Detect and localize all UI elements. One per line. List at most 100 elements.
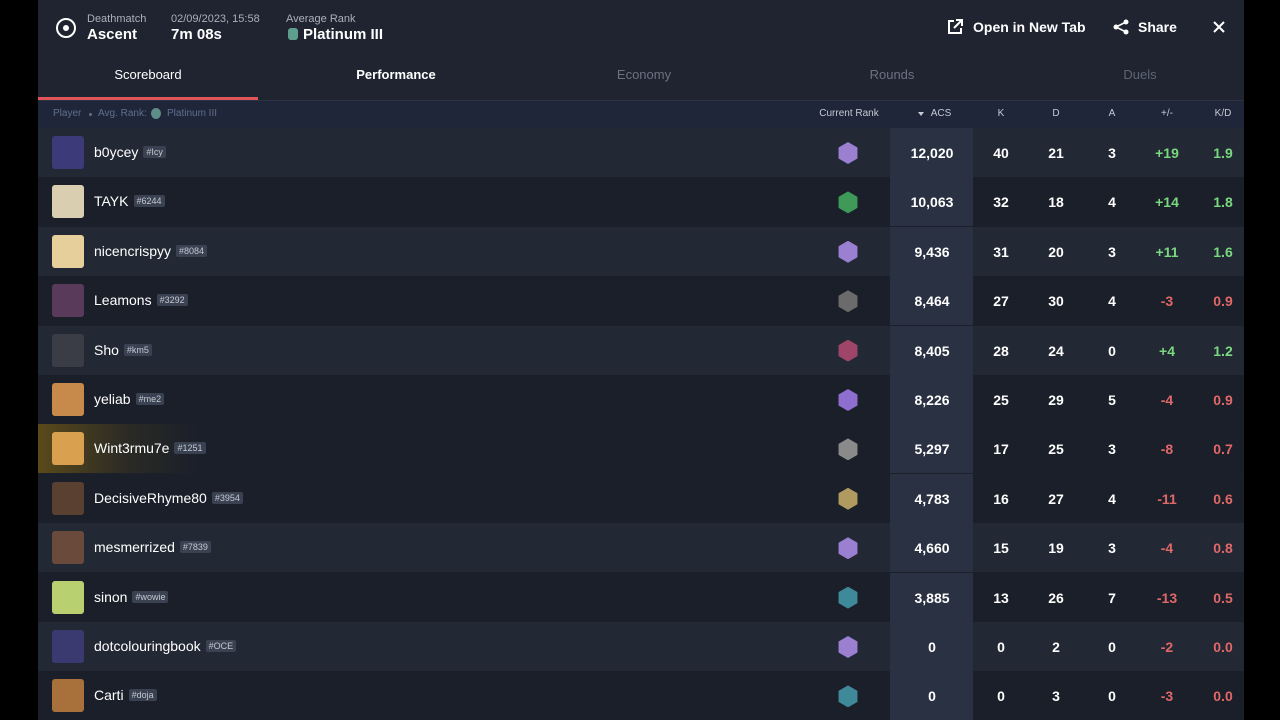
acs-highlight <box>890 572 973 622</box>
acs-value: 12,020 <box>910 145 954 161</box>
player-row[interactable]: sinon #wowie 3,885 13 26 7 -13 0.5 <box>38 572 1244 622</box>
kd-value: 0.5 <box>1213 589 1233 606</box>
acs-value: 9,436 <box>914 243 950 260</box>
scoreboard-panel: Deathmatch Ascent 02/09/2023, 15:58 7m 0… <box>38 0 1244 720</box>
avg-rank-label: Average Rank <box>286 13 356 25</box>
agent-avatar <box>52 136 84 169</box>
name: mesmerrized <box>94 539 175 556</box>
avg-rank-column-label: Avg. Rank: <box>98 108 147 119</box>
rank-icon <box>838 339 858 362</box>
agent-avatar <box>52 630 84 663</box>
player-row[interactable]: DecisiveRhyme80 #3954 4,783 16 27 4 -11 0.6 <box>38 473 1244 523</box>
acs-value: 8,405 <box>914 342 950 359</box>
tab[interactable]: Duels <box>1123 67 1157 82</box>
rank-icon <box>838 240 858 263</box>
player-row[interactable]: nicencrispyy #8084 9,436 31 20 3 +11 1.6 <box>38 226 1244 276</box>
kd-value: 0.6 <box>1213 490 1233 507</box>
d-value: 21 <box>1048 145 1064 161</box>
k-value: 0 <box>997 688 1005 705</box>
tab[interactable]: Economy <box>616 67 672 82</box>
rank-icon <box>838 438 858 461</box>
kd-value: 1.6 <box>1213 243 1233 260</box>
player-name: Carti #doja <box>94 687 157 703</box>
player-row[interactable]: TAYK #6244 10,063 32 18 4 +14 1.8 <box>38 177 1244 227</box>
d-value: 2 <box>1052 639 1060 655</box>
acs-column[interactable]: ACS <box>930 108 952 119</box>
player-row[interactable]: mesmerrized #7839 4,660 15 19 3 -4 0.8 <box>38 523 1244 573</box>
acs-value: 3,885 <box>914 589 950 606</box>
acs-highlight <box>890 276 973 326</box>
diff-value: -3 <box>1160 688 1174 705</box>
column-header-bar <box>38 101 1244 128</box>
rank-icon <box>838 636 858 658</box>
k-column: K <box>997 108 1005 119</box>
player-tag: #6244 <box>133 195 165 208</box>
acs-value: 5,297 <box>914 441 950 458</box>
acs-value: 0 <box>928 688 936 705</box>
k-value: 17 <box>993 441 1009 458</box>
player-tag: #3292 <box>156 294 188 307</box>
player-row[interactable]: Sho #km5 8,405 28 24 0 +4 1.2 <box>38 325 1244 375</box>
player-row[interactable]: Wint3rmu7e #1251 5,297 17 25 3 -8 0.7 <box>38 424 1244 474</box>
diff-value: +4 <box>1159 342 1175 359</box>
player-row[interactable]: dotcolouringbook #OCE 0 0 2 0 -2 0.0 <box>38 622 1244 671</box>
k-value: 25 <box>993 392 1009 408</box>
agent-avatar <box>52 284 84 318</box>
kd-column: K/D <box>1214 108 1232 119</box>
d-value: 27 <box>1048 490 1064 507</box>
rank-icon <box>838 685 858 708</box>
a-value: 0 <box>1108 688 1116 705</box>
diff-value: +19 <box>1155 145 1179 161</box>
current-rank-column: Current Rank <box>819 108 879 119</box>
player-name: Sho #km5 <box>94 342 152 358</box>
tab[interactable]: Scoreboard <box>114 67 182 82</box>
a-value: 3 <box>1108 540 1116 557</box>
a-value: 5 <box>1108 392 1116 408</box>
acs-highlight <box>890 473 973 523</box>
player-tag: #1251 <box>174 442 206 455</box>
tab[interactable]: Rounds <box>869 67 915 82</box>
rank-icon <box>838 537 858 560</box>
avg-rank-icon <box>288 28 298 40</box>
share[interactable]: Share <box>1138 19 1177 35</box>
player-tag: #me2 <box>135 393 165 405</box>
tab[interactable]: Performance <box>356 67 436 82</box>
rank-icon <box>838 290 858 313</box>
k-value: 32 <box>993 194 1009 211</box>
agent-avatar <box>52 234 84 268</box>
player-name: nicencrispyy #8084 <box>94 242 208 259</box>
tab-bar: Scoreboard Performance Economy Rounds Duels <box>38 52 1244 101</box>
close-button[interactable] <box>1213 21 1225 33</box>
open-new-tab[interactable]: Open in New Tab <box>973 19 1086 35</box>
acs-highlight <box>890 622 973 671</box>
kd-value: 0.9 <box>1213 392 1233 408</box>
player-name: dotcolouringbook #OCE <box>94 638 237 654</box>
map: Ascent <box>87 26 138 43</box>
k-value: 40 <box>993 145 1009 161</box>
acs-highlight <box>890 424 973 474</box>
d-value: 26 <box>1048 589 1064 606</box>
player-row[interactable]: Carti #doja 0 0 3 0 -3 0.0 <box>38 671 1244 720</box>
separator-dot <box>89 113 92 116</box>
mode-icon <box>56 18 76 38</box>
a-value: 3 <box>1108 145 1116 161</box>
name: yeliab <box>94 391 131 407</box>
d-value: 29 <box>1048 392 1064 408</box>
name: b0ycey <box>94 144 139 160</box>
player-column: Player <box>53 108 82 119</box>
d-value: 19 <box>1048 540 1064 557</box>
player-row[interactable]: b0ycey #Icy 12,020 40 21 3 +19 1.9 <box>38 128 1244 177</box>
d-value: 20 <box>1048 243 1064 260</box>
player-tag: #Icy <box>143 146 166 158</box>
player-tag: #OCE <box>205 640 237 652</box>
a-value: 3 <box>1108 243 1116 260</box>
player-row[interactable]: yeliab #me2 8,226 25 29 5 -4 0.9 <box>38 375 1244 424</box>
player-row[interactable]: Leamons #3292 8,464 27 30 4 -3 0.9 <box>38 276 1244 326</box>
name: Wint3rmu7e <box>94 440 170 457</box>
acs-highlight <box>890 671 973 720</box>
name: DecisiveRhyme80 <box>94 489 207 506</box>
rank-icon <box>838 586 858 609</box>
name: nicencrispyy <box>94 242 172 259</box>
d-value: 30 <box>1048 293 1064 310</box>
